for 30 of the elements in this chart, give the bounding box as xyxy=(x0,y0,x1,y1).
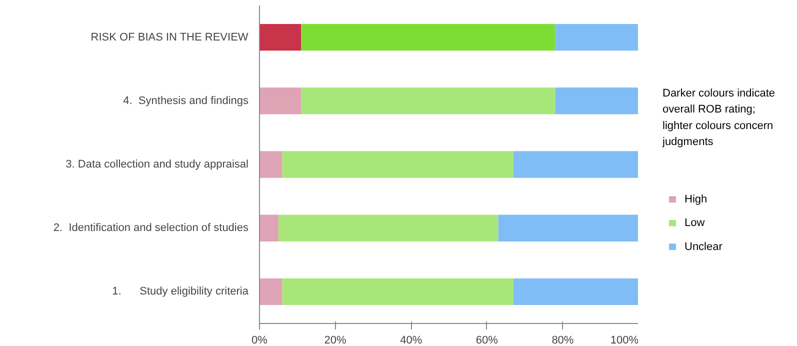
y-tick-label: 1. Study eligibility criteria xyxy=(112,286,250,298)
bar xyxy=(555,88,638,114)
bar xyxy=(301,24,556,51)
x-tick-label: 20% xyxy=(324,334,347,346)
x-tick-label: 80% xyxy=(552,334,574,346)
bar xyxy=(260,24,302,51)
y-tick-label: 3. Data collection and study appraisal xyxy=(66,158,249,170)
y-tick-label: RISK OF BIAS IN THE REVIEW xyxy=(90,31,249,44)
bar xyxy=(513,151,638,178)
bar xyxy=(282,151,514,178)
bar xyxy=(301,88,556,114)
bar xyxy=(260,88,302,114)
bar xyxy=(498,214,638,242)
x-tick-label: 0% xyxy=(252,334,268,346)
bar xyxy=(278,214,498,242)
y-tick-label: 2. Identification and selection of studies xyxy=(53,222,249,234)
legend-label: Low xyxy=(684,217,705,230)
x-tick-label: 40% xyxy=(400,334,422,346)
x-tick-label: 100% xyxy=(610,334,639,346)
bar xyxy=(260,214,278,242)
legend-label: Unclear xyxy=(684,240,723,253)
bar xyxy=(282,278,514,306)
bar xyxy=(260,151,282,178)
y-tick-label: 4. Synthesis and findings xyxy=(123,94,249,107)
x-tick-label: 60% xyxy=(476,334,498,346)
bar xyxy=(513,278,638,306)
text: Darker colours indicate overall ROB rating; lighter colours concern judgments xyxy=(662,87,775,148)
legend-label: High xyxy=(684,193,708,206)
bar xyxy=(260,278,282,306)
bar xyxy=(555,24,638,51)
